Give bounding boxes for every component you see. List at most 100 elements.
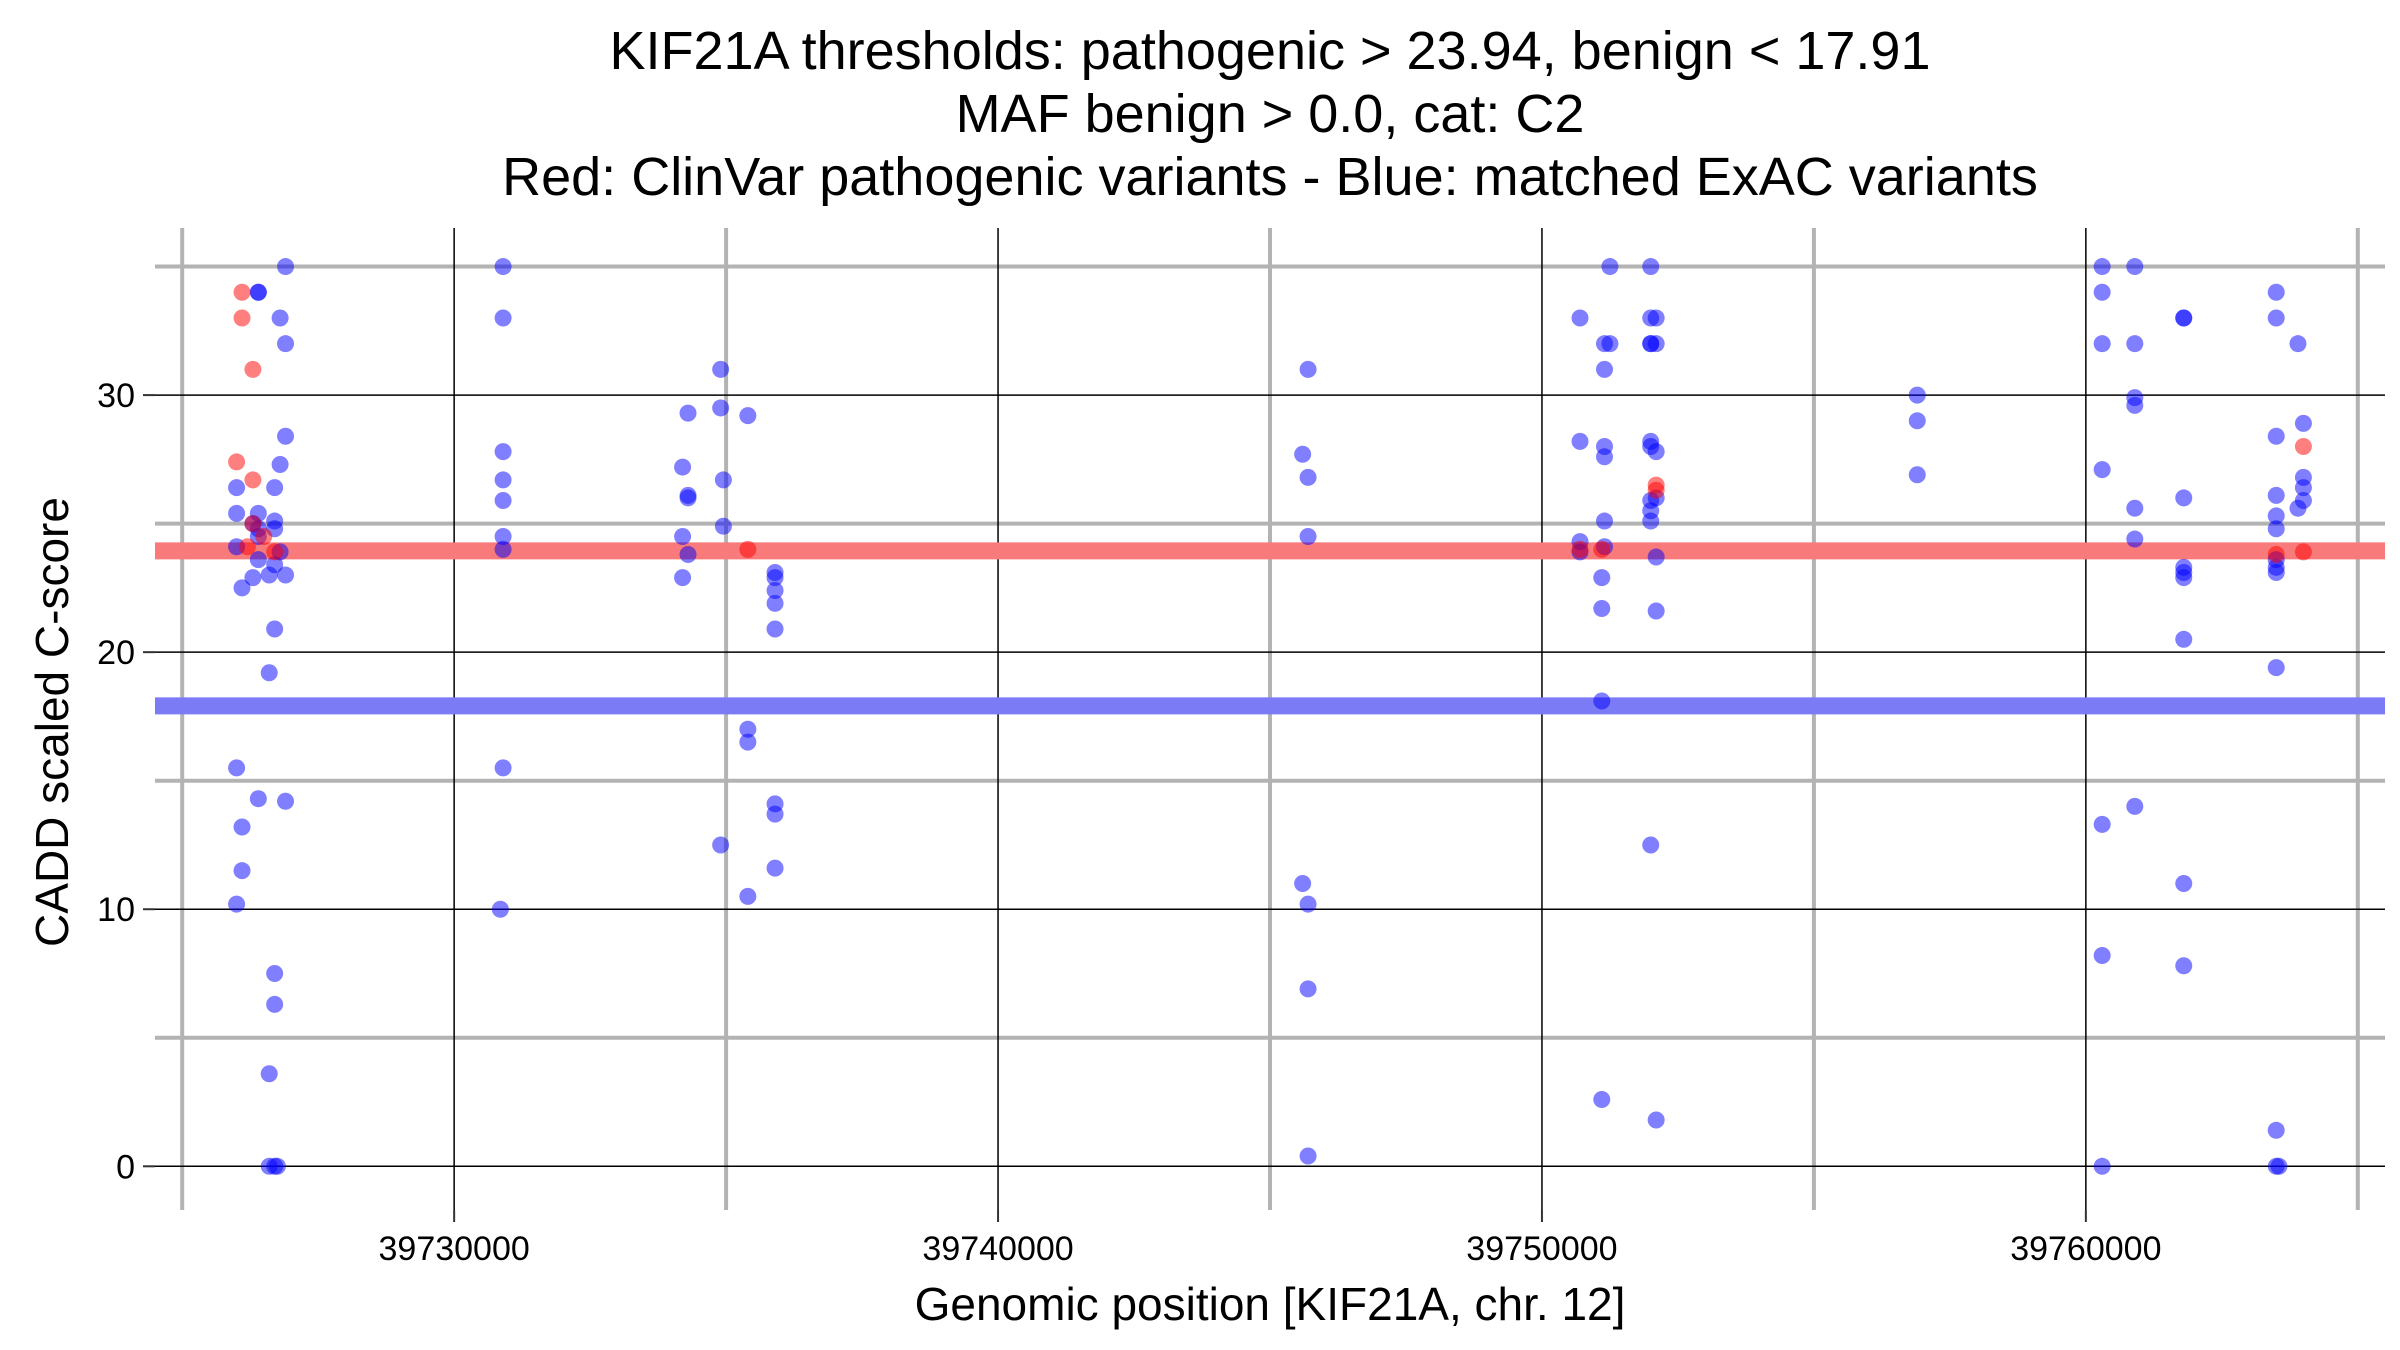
exac-point-44 bbox=[494, 540, 512, 558]
exac-point-53 bbox=[679, 545, 697, 563]
exac-point-153 bbox=[2294, 414, 2312, 432]
series-clinvar bbox=[228, 283, 2312, 563]
chart-title: KIF21A thresholds: pathogenic > 23.94, b… bbox=[502, 21, 2038, 207]
exac-point-26 bbox=[266, 964, 284, 982]
exac-point-113 bbox=[1908, 412, 1926, 430]
exac-point-71 bbox=[1294, 445, 1312, 463]
exac-point-143 bbox=[2267, 520, 2285, 538]
exac-point-24 bbox=[266, 556, 284, 574]
exac-point-90 bbox=[1596, 448, 1613, 466]
exac-point-62 bbox=[739, 887, 757, 905]
exac-point-148 bbox=[2267, 1121, 2285, 1139]
exac-point-65 bbox=[766, 581, 784, 599]
exac-point-155 bbox=[2294, 479, 2312, 497]
axis-ticks: 39730000 39740000 39750000 39760000 0 10 20 30 bbox=[97, 377, 2161, 1268]
exac-point-4 bbox=[228, 895, 246, 913]
exac-point-119 bbox=[2093, 815, 2111, 833]
series-exac bbox=[228, 258, 2312, 1175]
exac-point-5 bbox=[233, 579, 251, 597]
exac-point-115 bbox=[2093, 258, 2111, 276]
exac-point-46 bbox=[491, 900, 509, 918]
clinvar-point-5 bbox=[244, 471, 262, 489]
exac-point-103 bbox=[1642, 512, 1660, 530]
exac-point-83 bbox=[1593, 569, 1611, 587]
exac-point-150 bbox=[2270, 1157, 2288, 1175]
exac-point-91 bbox=[1596, 512, 1613, 530]
exac-point-117 bbox=[2093, 335, 2111, 353]
clinvar-point-2 bbox=[233, 309, 251, 327]
exac-point-105 bbox=[1647, 309, 1665, 327]
exac-point-47 bbox=[674, 458, 692, 476]
exac-point-136 bbox=[2175, 875, 2193, 893]
y-tick-label-1: 10 bbox=[97, 891, 135, 929]
exac-point-156 bbox=[2294, 491, 2312, 509]
exac-point-122 bbox=[2126, 258, 2144, 276]
title-line-2: MAF benign > 0.0, cat: C2 bbox=[956, 84, 1585, 144]
exac-point-36 bbox=[277, 566, 295, 584]
exac-point-31 bbox=[271, 456, 289, 474]
clinvar-point-9 bbox=[739, 540, 757, 558]
x-tick-label-1: 39740000 bbox=[922, 1230, 1073, 1268]
exac-point-25 bbox=[266, 620, 284, 638]
exac-point-111 bbox=[1647, 1111, 1665, 1129]
exac-point-48 bbox=[674, 527, 692, 545]
data-points bbox=[228, 258, 2312, 1175]
exac-point-33 bbox=[277, 258, 295, 276]
exac-point-86 bbox=[1593, 1090, 1611, 1108]
exac-point-18 bbox=[260, 664, 278, 682]
exac-point-15 bbox=[249, 551, 267, 569]
y-tick-label-2: 20 bbox=[97, 634, 135, 672]
grid bbox=[155, 228, 2385, 1210]
title-line-3: Red: ClinVar pathogenic variants - Blue:… bbox=[502, 147, 2038, 207]
exac-point-120 bbox=[2093, 947, 2111, 965]
exac-point-60 bbox=[739, 720, 757, 738]
exac-point-7 bbox=[233, 862, 251, 880]
exac-point-112 bbox=[1908, 386, 1926, 404]
exac-point-14 bbox=[249, 283, 267, 301]
clinvar-point-7 bbox=[255, 527, 273, 545]
exac-point-39 bbox=[494, 309, 512, 327]
exac-point-19 bbox=[260, 1065, 278, 1083]
exac-point-77 bbox=[1299, 980, 1317, 998]
clinvar-point-15 bbox=[2294, 438, 2312, 456]
exac-point-21 bbox=[266, 479, 284, 497]
exac-point-59 bbox=[739, 407, 757, 425]
exac-point-106 bbox=[1647, 335, 1665, 353]
x-tick-label-3: 39760000 bbox=[2010, 1230, 2161, 1268]
exac-point-8 bbox=[244, 569, 262, 587]
clinvar-point-16 bbox=[2294, 543, 2312, 561]
exac-point-121 bbox=[2093, 1157, 2111, 1175]
exac-point-70 bbox=[766, 859, 784, 877]
y-tick-label-3: 30 bbox=[97, 377, 135, 415]
exac-point-130 bbox=[2175, 309, 2193, 327]
exac-point-131 bbox=[2175, 489, 2193, 507]
clinvar-point-8 bbox=[266, 543, 284, 561]
exac-point-127 bbox=[2126, 530, 2144, 548]
exac-point-116 bbox=[2093, 283, 2111, 301]
exac-point-37 bbox=[277, 792, 295, 810]
exac-point-104 bbox=[1642, 836, 1660, 854]
exac-point-66 bbox=[766, 594, 784, 612]
exac-point-61 bbox=[739, 733, 757, 751]
exac-point-41 bbox=[494, 471, 512, 489]
exac-point-56 bbox=[712, 836, 730, 854]
exac-point-137 bbox=[2175, 957, 2193, 975]
exac-point-84 bbox=[1593, 599, 1611, 617]
exac-point-140 bbox=[2267, 427, 2285, 445]
y-tick-label-0: 0 bbox=[116, 1148, 135, 1186]
exac-point-50 bbox=[679, 404, 697, 422]
exac-point-58 bbox=[714, 517, 732, 535]
exac-point-128 bbox=[2126, 797, 2144, 815]
clinvar-point-0 bbox=[228, 453, 246, 471]
clinvar-point-10 bbox=[1571, 540, 1589, 558]
clinvar-point-4 bbox=[244, 360, 262, 378]
threshold-lines bbox=[155, 542, 2385, 715]
exac-point-88 bbox=[1596, 360, 1613, 378]
exac-point-141 bbox=[2267, 486, 2285, 504]
exac-point-118 bbox=[2093, 461, 2111, 479]
exac-point-45 bbox=[494, 759, 512, 777]
exac-point-42 bbox=[494, 491, 512, 509]
exac-point-85 bbox=[1593, 692, 1611, 710]
exac-point-35 bbox=[277, 427, 295, 445]
exac-point-79 bbox=[1571, 309, 1589, 327]
